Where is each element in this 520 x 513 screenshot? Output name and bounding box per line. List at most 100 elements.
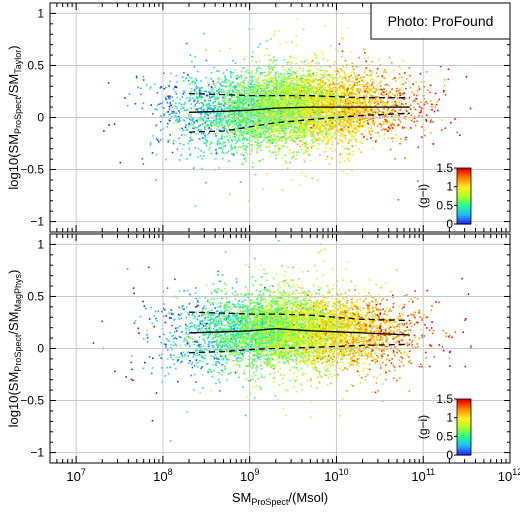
scatter-point <box>260 93 262 95</box>
scatter-point <box>404 138 407 141</box>
scatter-point <box>396 104 398 107</box>
scatter-point <box>368 107 371 109</box>
scatter-point <box>358 93 361 95</box>
scatter-point <box>387 126 390 129</box>
scatter-point <box>312 117 314 119</box>
scatter-point <box>404 81 407 84</box>
scatter-point <box>151 112 154 115</box>
scatter-point <box>275 130 278 133</box>
scatter-point <box>337 50 340 52</box>
scatter-point <box>347 91 350 94</box>
scatter-point <box>306 88 309 90</box>
scatter-point <box>190 77 193 79</box>
scatter-point <box>339 118 342 121</box>
scatter-point <box>281 96 284 99</box>
scatter-point <box>304 83 307 85</box>
scatter-point <box>261 93 264 95</box>
scatter-point <box>318 137 321 139</box>
scatter-point <box>345 138 348 141</box>
scatter-point <box>325 109 328 112</box>
scatter-point <box>314 113 316 116</box>
scatter-point <box>222 88 224 91</box>
scatter-point <box>377 99 379 102</box>
scatter-point <box>221 113 224 115</box>
scatter-point <box>304 129 307 132</box>
scatter-point <box>374 140 377 143</box>
scatter-point <box>268 127 271 129</box>
scatter-point <box>335 109 337 112</box>
scatter-point <box>188 147 191 150</box>
scatter-point <box>360 91 363 93</box>
scatter-point <box>396 93 399 95</box>
scatter-point <box>319 82 322 84</box>
scatter-point <box>237 107 240 109</box>
scatter-point <box>269 131 272 134</box>
scatter-point <box>292 73 295 75</box>
scatter-point <box>243 90 246 92</box>
scatter-point <box>368 112 370 115</box>
scatter-point <box>222 72 225 74</box>
scatter-point <box>293 155 295 158</box>
scatter-point <box>257 139 259 142</box>
scatter-point <box>324 83 326 85</box>
scatter-point <box>357 114 360 116</box>
scatter-point <box>269 140 272 142</box>
scatter-point <box>178 112 181 114</box>
scatter-point <box>345 110 348 112</box>
scatter-point <box>292 127 295 129</box>
scatter-point <box>269 79 272 82</box>
scatter-point <box>276 142 278 144</box>
scatter-point <box>288 152 291 154</box>
scatter-point <box>351 100 354 102</box>
scatter-point <box>262 118 265 120</box>
scatter-point <box>270 117 272 120</box>
scatter-point <box>229 70 232 73</box>
scatter-point <box>337 88 340 91</box>
scatter-point <box>368 99 371 101</box>
scatter-point <box>272 88 275 91</box>
scatter-point <box>379 64 382 66</box>
scatter-point <box>244 77 247 80</box>
scatter-point <box>305 105 308 107</box>
scatter-point <box>188 122 190 125</box>
scatter-point <box>170 104 172 107</box>
scatter-point <box>316 103 318 105</box>
scatter-point <box>308 88 311 90</box>
scatter-point <box>279 145 281 147</box>
scatter-point <box>250 86 252 89</box>
scatter-point <box>333 93 335 96</box>
scatter-point <box>405 109 407 111</box>
scatter-point <box>312 80 315 83</box>
scatter-point <box>337 112 339 115</box>
scatter-point <box>239 110 242 113</box>
scatter-point <box>260 127 262 130</box>
scatter-point <box>245 122 247 124</box>
scatter-point <box>257 85 260 88</box>
scatter-point <box>190 103 192 105</box>
scatter-point <box>325 93 328 96</box>
scatter-point <box>368 84 371 87</box>
scatter-point <box>263 126 265 129</box>
scatter-point <box>387 130 389 133</box>
scatter-point <box>251 75 254 78</box>
scatter-point <box>242 79 245 82</box>
scatter-point <box>307 107 309 110</box>
scatter-point <box>380 80 383 83</box>
scatter-point <box>271 140 274 143</box>
scatter-point <box>374 111 377 114</box>
scatter-point <box>285 137 288 139</box>
scatter-point <box>301 112 303 114</box>
scatter-point <box>355 107 358 109</box>
scatter-point <box>186 158 188 160</box>
scatter-point <box>371 140 374 142</box>
scatter-point <box>251 51 254 53</box>
scatter-point <box>361 142 363 144</box>
scatter-point <box>334 128 337 131</box>
scatter-point <box>390 105 392 107</box>
scatter-point <box>103 129 105 132</box>
scatter-point <box>304 150 307 152</box>
scatter-point <box>443 84 446 87</box>
scatter-point <box>220 91 223 93</box>
scatter-point <box>401 83 404 85</box>
scatter-point <box>342 109 345 111</box>
